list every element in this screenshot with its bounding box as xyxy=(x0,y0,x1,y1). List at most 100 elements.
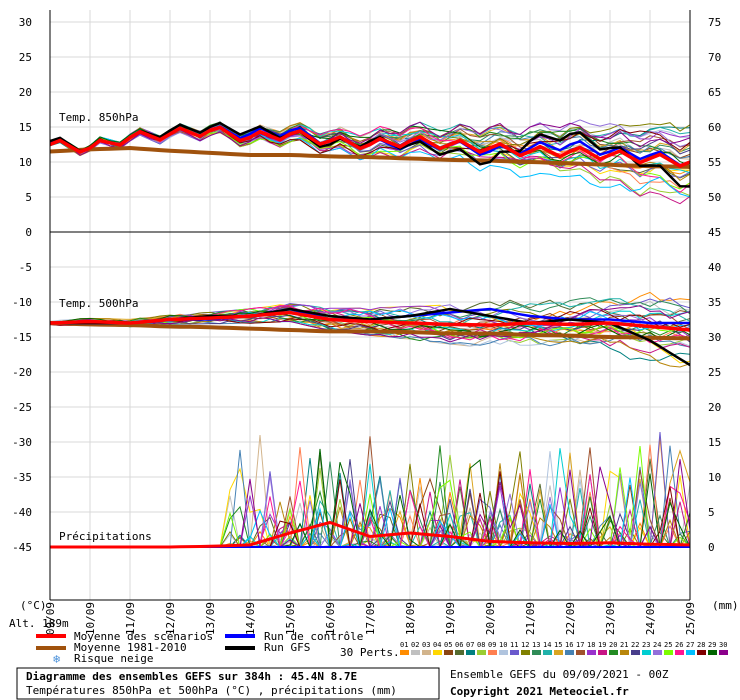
pert-legend-swatch xyxy=(620,650,629,655)
pert-legend-swatch xyxy=(653,650,662,655)
x-tick-label: 14/09 xyxy=(244,602,257,635)
pert-legend-swatch xyxy=(565,650,574,655)
right-tick-label: 70 xyxy=(708,51,721,64)
pert-legend-swatch xyxy=(554,650,563,655)
left-tick-label: 30 xyxy=(19,16,32,29)
right-tick-label: 25 xyxy=(708,366,721,379)
mean-line-t500 xyxy=(50,310,690,332)
left-tick-label: -35 xyxy=(12,471,32,484)
right-tick-label: 75 xyxy=(708,16,721,29)
altitude-label: Alt. 189m xyxy=(9,617,69,630)
pert-legend-swatch xyxy=(422,650,431,655)
x-tick-label: 19/09 xyxy=(444,602,457,635)
x-tick-label: 09/09 xyxy=(44,602,57,635)
pert-legend-swatch xyxy=(488,650,497,655)
pert-legend-label: 23 xyxy=(642,641,650,649)
x-tick-label: 24/09 xyxy=(644,602,657,635)
pert-legend-swatch xyxy=(587,650,596,655)
climo-line-t500 xyxy=(50,321,690,341)
pert-legend-label: 10 xyxy=(499,641,507,649)
pert-legend-label: 15 xyxy=(554,641,562,649)
right-tick-label: 50 xyxy=(708,191,721,204)
pert-legend-label: 01 xyxy=(400,641,408,649)
pert-legend-label: 29 xyxy=(708,641,716,649)
x-tick-label: 12/09 xyxy=(164,602,177,635)
pert-legend-label: 02 xyxy=(411,641,419,649)
pert-legend-swatch xyxy=(598,650,607,655)
legend-perts: 30 Perts. xyxy=(340,646,400,659)
right-tick-label: 55 xyxy=(708,156,721,169)
right-tick-label: 45 xyxy=(708,226,721,239)
left-tick-label: -10 xyxy=(12,296,32,309)
pert-legend-swatch xyxy=(510,650,519,655)
legend: Moyenne des scénarios Moyenne 1981-2010 … xyxy=(36,630,728,666)
label-t850: Temp. 850hPa xyxy=(59,111,138,124)
run-label: Ensemble GEFS du 09/09/2021 - 00Z xyxy=(450,668,669,681)
pert-legend-swatch xyxy=(686,650,695,655)
x-tick-label: 21/09 xyxy=(524,602,537,635)
right-tick-label: 15 xyxy=(708,436,721,449)
pert-legend-label: 16 xyxy=(565,641,573,649)
pert-legend-swatch xyxy=(675,650,684,655)
pert-legend-swatch xyxy=(609,650,618,655)
left-tick-label: -25 xyxy=(12,401,32,414)
chart-subtitle: Températures 850hPa et 500hPa (°C) , pré… xyxy=(26,684,397,697)
x-tick-label: 17/09 xyxy=(364,602,377,635)
pert-legend-label: 19 xyxy=(598,641,606,649)
pert-legend-label: 17 xyxy=(576,641,584,649)
pert-legend-swatch xyxy=(708,650,717,655)
pert-legend-swatch xyxy=(499,650,508,655)
left-tick-label: -40 xyxy=(12,506,32,519)
mean-line-t850 xyxy=(50,125,690,168)
pert-legend-label: 03 xyxy=(422,641,430,649)
left-axis-unit: (°C) xyxy=(20,599,47,612)
pert-legend-label: 21 xyxy=(620,641,628,649)
copyright: Copyright 2021 Meteociel.fr xyxy=(450,685,629,698)
left-tick-label: -30 xyxy=(12,436,32,449)
pert-legend-swatch xyxy=(697,650,706,655)
gfs-line-t850 xyxy=(50,121,690,188)
pert-legend-swatch xyxy=(466,650,475,655)
pert-legend-swatch xyxy=(532,650,541,655)
left-tick-label: -5 xyxy=(19,261,32,274)
pert-legend-label: 11 xyxy=(510,641,518,649)
pert-legend-label: 12 xyxy=(521,641,529,649)
left-tick-label: 25 xyxy=(19,51,32,64)
label-precip: Précipitations xyxy=(59,530,152,543)
member-line-t850 xyxy=(50,129,690,178)
pert-legend-swatch xyxy=(631,650,640,655)
x-tick-label: 23/09 xyxy=(604,602,617,635)
pert-legend-label: 09 xyxy=(488,641,496,649)
member-line-t500 xyxy=(50,305,690,343)
pert-legend-swatch xyxy=(642,650,651,655)
pert-legend-label: 14 xyxy=(543,641,551,649)
legend-control: Run de contrôle xyxy=(264,630,363,643)
chart-title: Diagramme des ensembles GEFS sur 384h : … xyxy=(26,670,357,683)
right-tick-label: 35 xyxy=(708,296,721,309)
right-tick-label: 65 xyxy=(708,86,721,99)
pert-legend-label: 05 xyxy=(444,641,452,649)
pert-legend-swatch xyxy=(664,650,673,655)
pert-legend-label: 08 xyxy=(477,641,485,649)
pert-legend-swatch xyxy=(433,650,442,655)
pert-legend-label: 22 xyxy=(631,641,639,649)
left-tick-label: 15 xyxy=(19,121,32,134)
label-t500: Temp. 500hPa xyxy=(59,297,138,310)
left-tick-label: -45 xyxy=(12,541,32,554)
x-tick-label: 16/09 xyxy=(324,602,337,635)
pert-legend-label: 25 xyxy=(664,641,672,649)
pert-legend-label: 26 xyxy=(675,641,683,649)
mean-line-precip xyxy=(50,520,690,549)
title-box xyxy=(16,667,440,700)
right-tick-label: 0 xyxy=(708,541,715,554)
x-tick-label: 22/09 xyxy=(564,602,577,635)
snowflake-icon: ❄ xyxy=(53,652,60,666)
pert-legend-swatch xyxy=(576,650,585,655)
legend-climo: Moyenne 1981-2010 xyxy=(74,641,187,654)
pert-legend-label: 20 xyxy=(609,641,617,649)
right-tick-label: 20 xyxy=(708,401,721,414)
chart-series xyxy=(50,119,690,549)
left-tick-label: -15 xyxy=(12,331,32,344)
pert-legend-swatch xyxy=(400,650,409,655)
